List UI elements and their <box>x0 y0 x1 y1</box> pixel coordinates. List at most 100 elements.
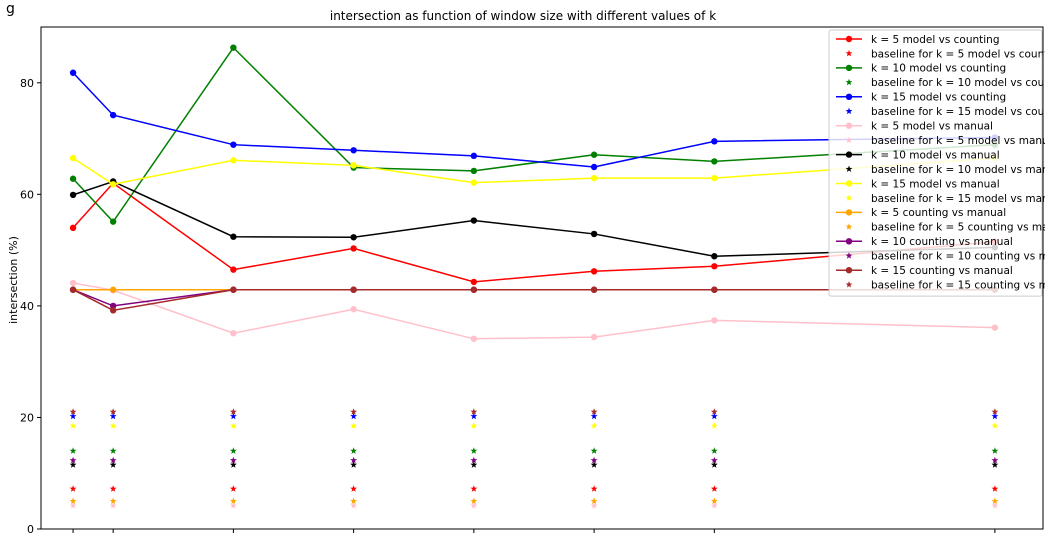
data-point <box>230 233 237 240</box>
data-point <box>470 278 478 286</box>
data-point <box>590 174 598 182</box>
data-point <box>69 175 77 182</box>
star-marker <box>350 497 358 505</box>
legend-swatch-star <box>845 49 853 57</box>
plot-area: 0 20 40 60 80 <box>20 26 1044 535</box>
data-point <box>109 307 117 314</box>
series-line <box>72 157 995 186</box>
data-point <box>590 286 598 293</box>
legend-label: k = 15 model vs manual <box>871 178 1000 190</box>
star-marker <box>991 501 999 509</box>
star-marker <box>470 456 478 464</box>
star-marker <box>229 447 237 454</box>
legend-item: k = 5 model vs manual <box>836 121 993 133</box>
legend-item: baseline for k = 5 model vs manual <box>845 135 1045 147</box>
data-point <box>230 330 237 337</box>
star-marker <box>710 447 718 454</box>
legend-item: baseline for k = 15 counting vs manual <box>845 279 1045 291</box>
legend-item: k = 5 model vs counting <box>836 34 1000 46</box>
data-point <box>350 306 357 313</box>
legend-label: baseline for k = 5 counting vs manual <box>871 222 1045 234</box>
star-marker <box>991 497 999 505</box>
star-marker <box>350 456 358 464</box>
legend-swatch-star <box>845 78 853 86</box>
series-line <box>72 288 995 312</box>
star-marker <box>229 422 237 429</box>
star-marker <box>350 422 358 429</box>
series-1 <box>69 485 999 492</box>
star-marker <box>109 408 117 415</box>
star-marker <box>590 408 598 415</box>
star-marker <box>991 447 999 454</box>
legend-item: k = 15 counting vs manual <box>836 265 1013 277</box>
data-point <box>590 151 598 158</box>
series-line <box>72 46 995 223</box>
chart-title: intersection as function of window size … <box>330 9 716 23</box>
series-11 <box>69 422 999 429</box>
data-point <box>350 286 357 293</box>
series-7 <box>69 501 999 509</box>
series-9 <box>69 461 999 468</box>
series-line <box>72 72 995 168</box>
legend-swatch-marker <box>845 35 853 43</box>
data-point <box>109 286 117 293</box>
legend-swatch-star <box>845 281 853 288</box>
legend-item: k = 10 counting vs manual <box>836 236 1013 248</box>
legend-label: k = 5 counting vs manual <box>871 207 1006 219</box>
star-marker <box>590 497 598 505</box>
series-13 <box>69 497 999 505</box>
star-marker <box>991 461 999 468</box>
star-marker <box>229 408 237 415</box>
star-marker <box>710 497 718 505</box>
data-point <box>230 266 237 273</box>
legend-swatch-star <box>845 252 853 259</box>
legend-swatch-marker <box>845 180 853 187</box>
legend-swatch-marker <box>845 122 853 129</box>
data-point <box>350 245 357 252</box>
data-point <box>69 191 77 199</box>
data-point <box>470 335 478 342</box>
star-marker <box>229 497 237 505</box>
star-marker <box>69 456 77 464</box>
star-marker <box>69 497 77 505</box>
legend-label: baseline for k = 15 model vs counting <box>871 106 1045 118</box>
legend-box <box>828 29 1043 297</box>
star-marker <box>991 408 999 415</box>
data-point <box>711 138 718 145</box>
legend-swatch-marker <box>845 151 853 158</box>
legend-swatch-star <box>845 107 853 115</box>
legend-label: baseline for k = 5 model vs manual <box>871 135 1045 147</box>
data-point <box>711 263 718 270</box>
y-axis-label: intersection (%) <box>7 236 20 324</box>
star-marker <box>109 497 117 505</box>
series-17 <box>69 408 999 415</box>
legend-label: k = 10 model vs manual <box>871 149 1000 161</box>
data-point <box>590 230 598 238</box>
y-tick-label: 40 <box>20 300 34 313</box>
star-marker <box>109 501 117 509</box>
legend: k = 5 model vs counting baseline for k = … <box>828 29 1045 297</box>
star-marker <box>590 412 598 420</box>
legend-label: baseline for k = 5 model vs counting <box>871 48 1045 60</box>
legend-item: k = 15 model vs manual <box>836 178 1000 190</box>
legend-swatch-star <box>845 165 853 172</box>
star-marker <box>991 485 999 492</box>
data-point <box>230 141 237 148</box>
legend-item: baseline for k = 10 counting vs manual <box>845 251 1045 263</box>
star-marker <box>69 461 77 468</box>
star-marker <box>470 447 478 454</box>
legend-item: baseline for k = 5 counting vs manual <box>845 222 1045 234</box>
star-marker <box>470 501 478 509</box>
star-marker <box>710 485 718 492</box>
star-marker <box>69 408 77 415</box>
legend-item: k = 15 model vs counting <box>836 92 1006 104</box>
data-point <box>590 333 598 341</box>
star-marker <box>109 412 117 420</box>
star-marker <box>590 501 598 509</box>
star-marker <box>69 412 77 420</box>
legend-swatch-star <box>845 223 853 230</box>
legend-label: k = 10 model vs counting <box>871 63 1006 75</box>
y-tick-label: 0 <box>27 523 34 535</box>
star-marker <box>350 408 358 415</box>
